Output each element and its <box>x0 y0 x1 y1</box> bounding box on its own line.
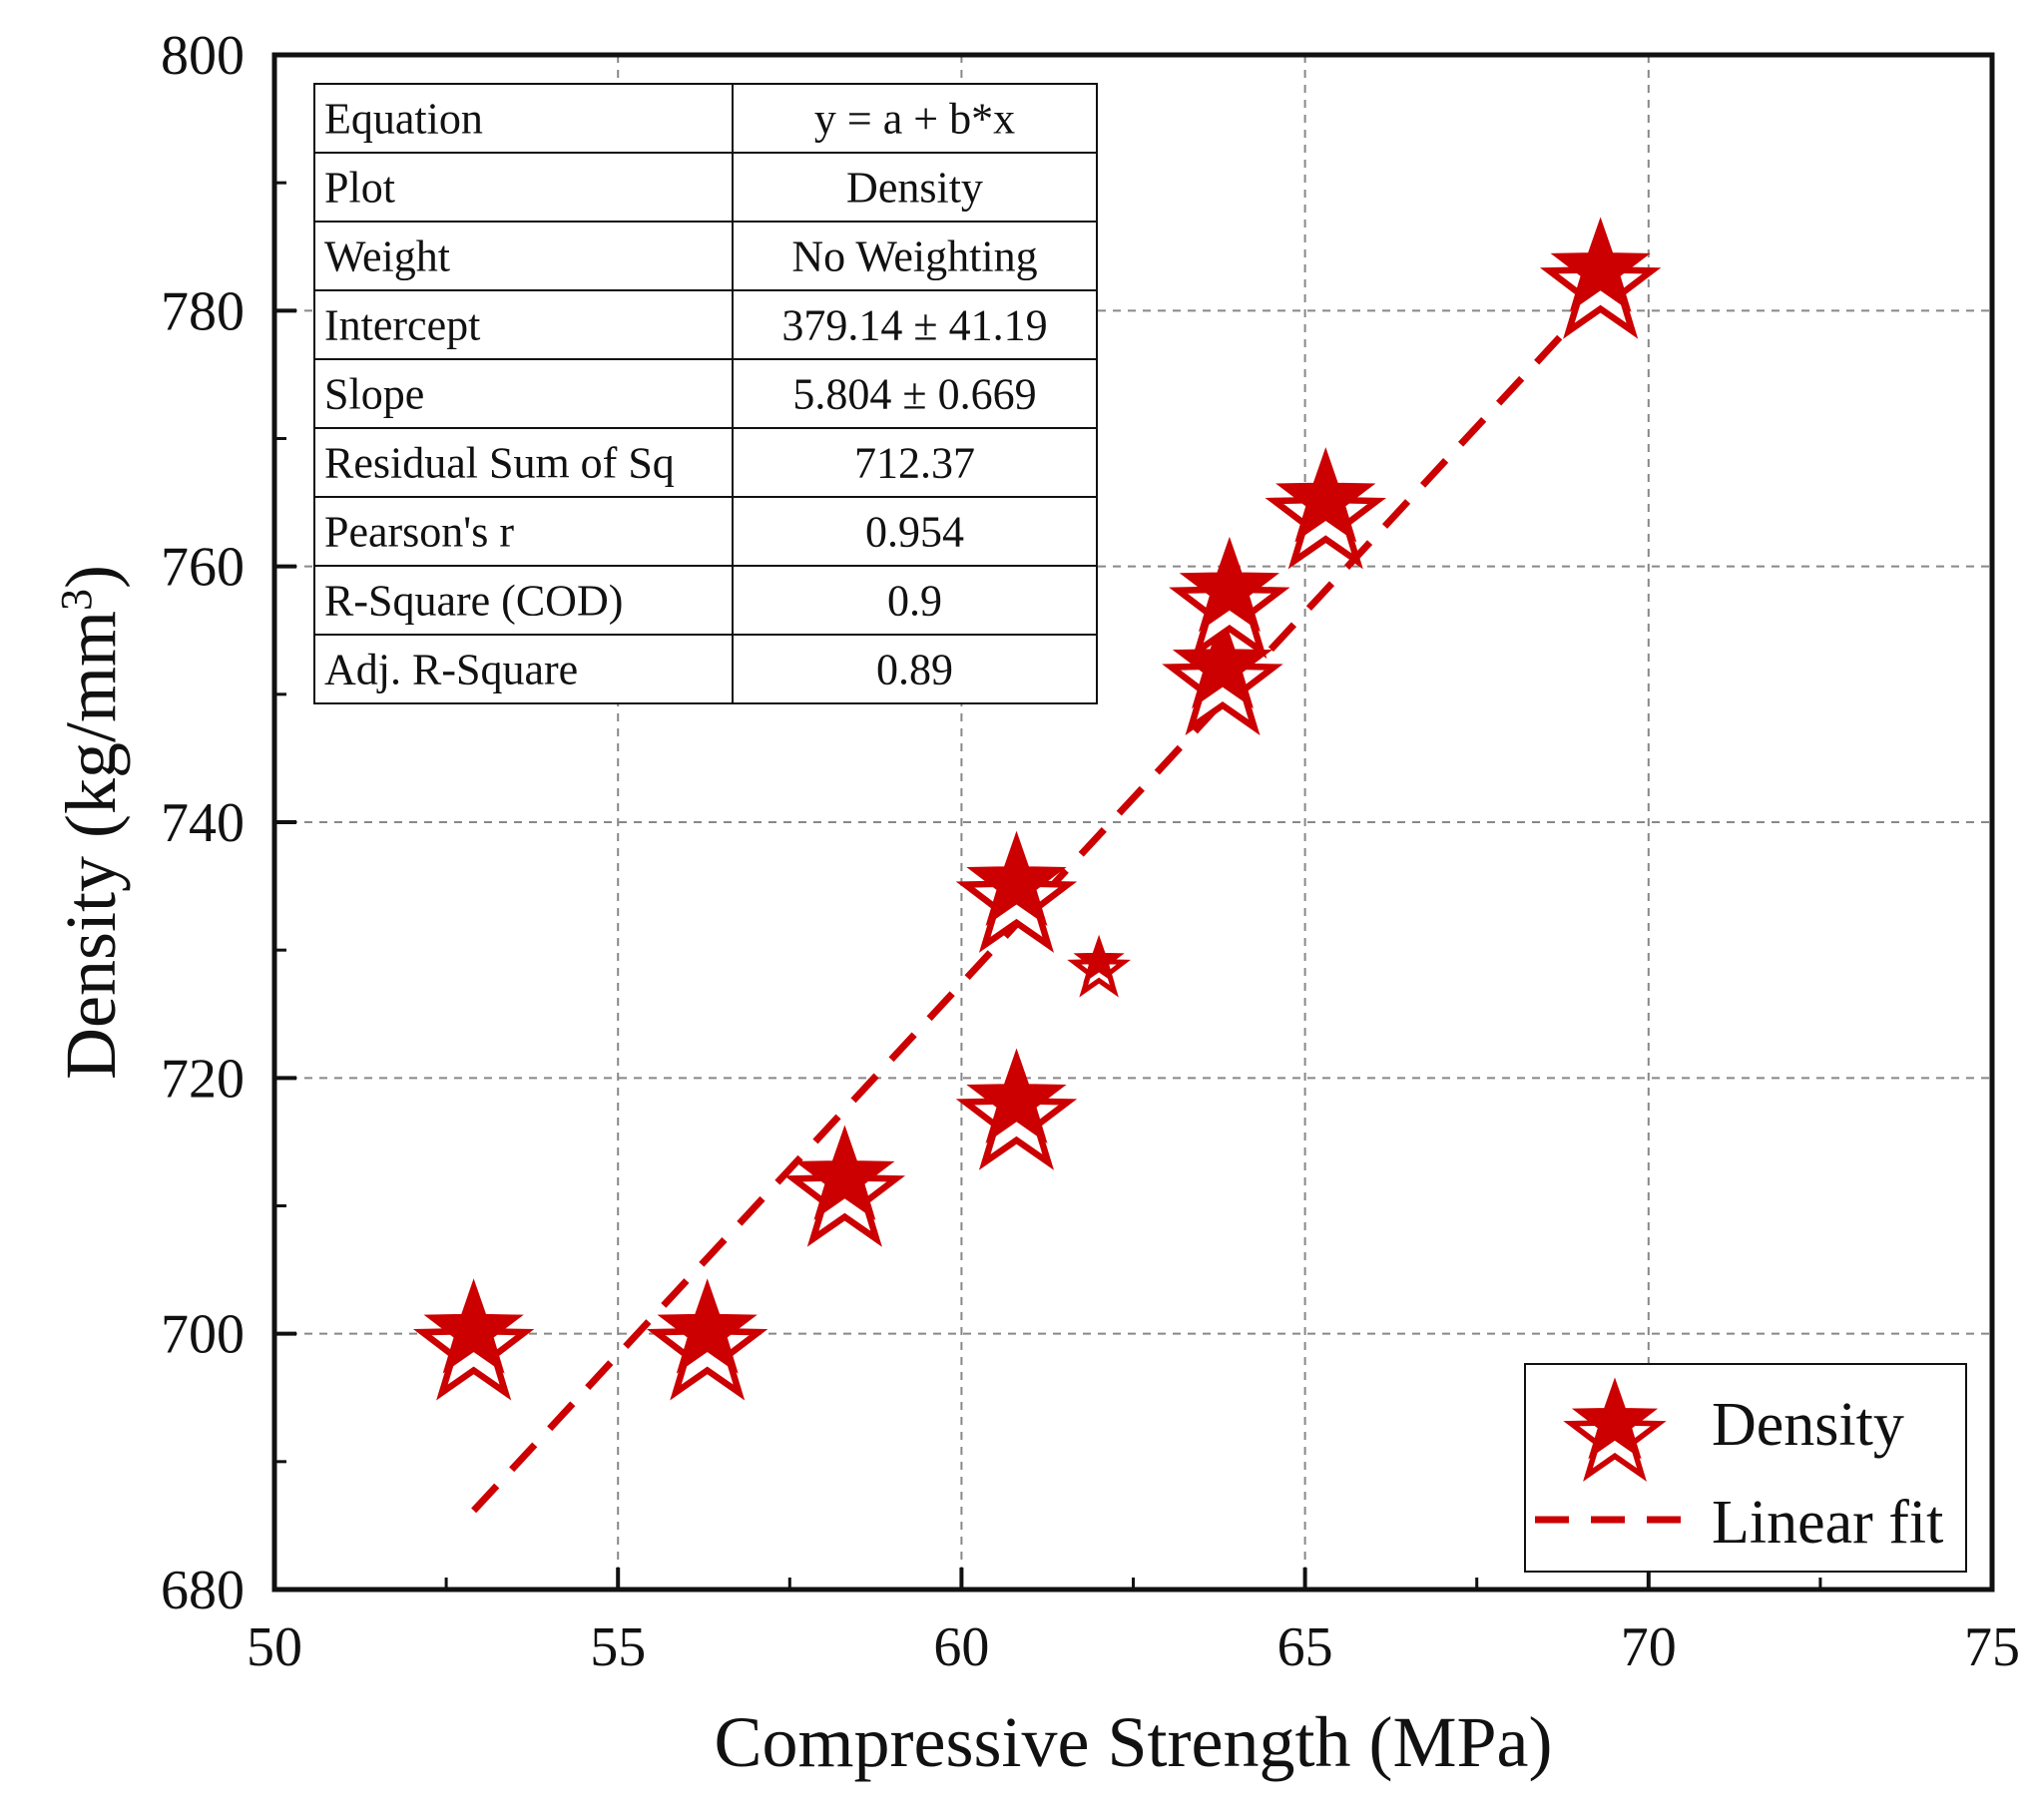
y-tick-label: 740 <box>161 792 245 854</box>
stats-row-value: No Weighting <box>791 232 1037 281</box>
stats-row-label: Residual Sum of Sq <box>324 439 675 488</box>
star-fill <box>794 1125 895 1220</box>
star-fill <box>1073 934 1125 984</box>
stats-row-value: 379.14 ± 41.19 <box>781 301 1047 350</box>
star-fill <box>1275 447 1376 543</box>
stats-row-value: 0.89 <box>876 646 953 694</box>
data-point <box>646 1278 768 1401</box>
y-tick-label: 800 <box>161 25 245 87</box>
stats-row-label: R-Square (COD) <box>324 577 623 626</box>
y-axis-title-main: Density (kg/mm <box>51 611 131 1080</box>
data-point <box>955 830 1078 953</box>
y-tick-label: 780 <box>161 280 245 342</box>
stats-row-value: 712.37 <box>854 439 975 488</box>
stats-row-label: Adj. R-Square <box>324 646 578 694</box>
x-tick-label: 55 <box>590 1616 646 1678</box>
star-fill <box>1550 217 1651 312</box>
x-axis-title: Compressive Strength (MPa) <box>715 1702 1553 1782</box>
stats-row-label: Weight <box>324 232 450 281</box>
x-tick-label: 50 <box>247 1616 302 1678</box>
stats-table-frame <box>313 83 1098 704</box>
star-fill <box>966 1048 1067 1143</box>
legend-label-density: Density <box>1712 1391 1904 1459</box>
x-tick-label: 70 <box>1621 1616 1677 1678</box>
y-axis-title-close: ) <box>51 565 131 589</box>
x-tick-label: 65 <box>1277 1616 1333 1678</box>
data-point <box>1169 536 1290 660</box>
data-point <box>955 1048 1078 1170</box>
y-axis-title: Density (kg/mm3) <box>51 565 131 1080</box>
stats-row-label: Pearson's r <box>324 508 514 557</box>
stats-row-label: Intercept <box>324 301 480 350</box>
star-fill <box>966 830 1067 927</box>
stats-table: Equation y = a + b*x Plot Density Weight No W… <box>313 83 1098 704</box>
legend-star-icon <box>1563 1377 1667 1482</box>
stats-row-label: Slope <box>324 370 424 419</box>
star-fill <box>423 1278 524 1374</box>
legend: Density Linear fit <box>1524 1363 1967 1573</box>
y-tick-label: 760 <box>161 537 245 599</box>
y-tick-label: 680 <box>161 1560 245 1621</box>
y-tick-label: 720 <box>161 1048 245 1110</box>
y-axis-title-superscript: 3 <box>52 589 101 611</box>
y-axis-ticks: 680 700 720 740 760 780 800 <box>161 25 296 1621</box>
data-point <box>412 1278 535 1401</box>
x-tick-label: 60 <box>933 1616 989 1678</box>
star-fill <box>1571 1377 1659 1460</box>
stats-row-label: Plot <box>324 164 395 213</box>
data-point <box>1067 934 1131 998</box>
stats-row-value: Density <box>846 164 983 213</box>
star-fill <box>1179 536 1279 633</box>
stats-row-value: 0.9 <box>887 577 942 626</box>
stats-row-value: 5.804 ± 0.669 <box>792 370 1036 419</box>
data-point <box>1265 447 1386 570</box>
legend-label-linear-fit: Linear fit <box>1712 1489 1943 1557</box>
stats-row-value: y = a + b*x <box>814 95 1015 144</box>
x-tick-label: 75 <box>1964 1616 2020 1678</box>
data-points <box>412 217 1662 1401</box>
stats-row-label: Equation <box>324 95 483 144</box>
data-point <box>1539 217 1662 339</box>
x-axis-ticks: 50 55 60 65 70 75 <box>247 1568 2020 1678</box>
star-fill <box>657 1278 758 1374</box>
data-point <box>783 1125 906 1247</box>
y-tick-label: 700 <box>161 1304 245 1366</box>
stats-row-value: 0.954 <box>865 508 964 557</box>
